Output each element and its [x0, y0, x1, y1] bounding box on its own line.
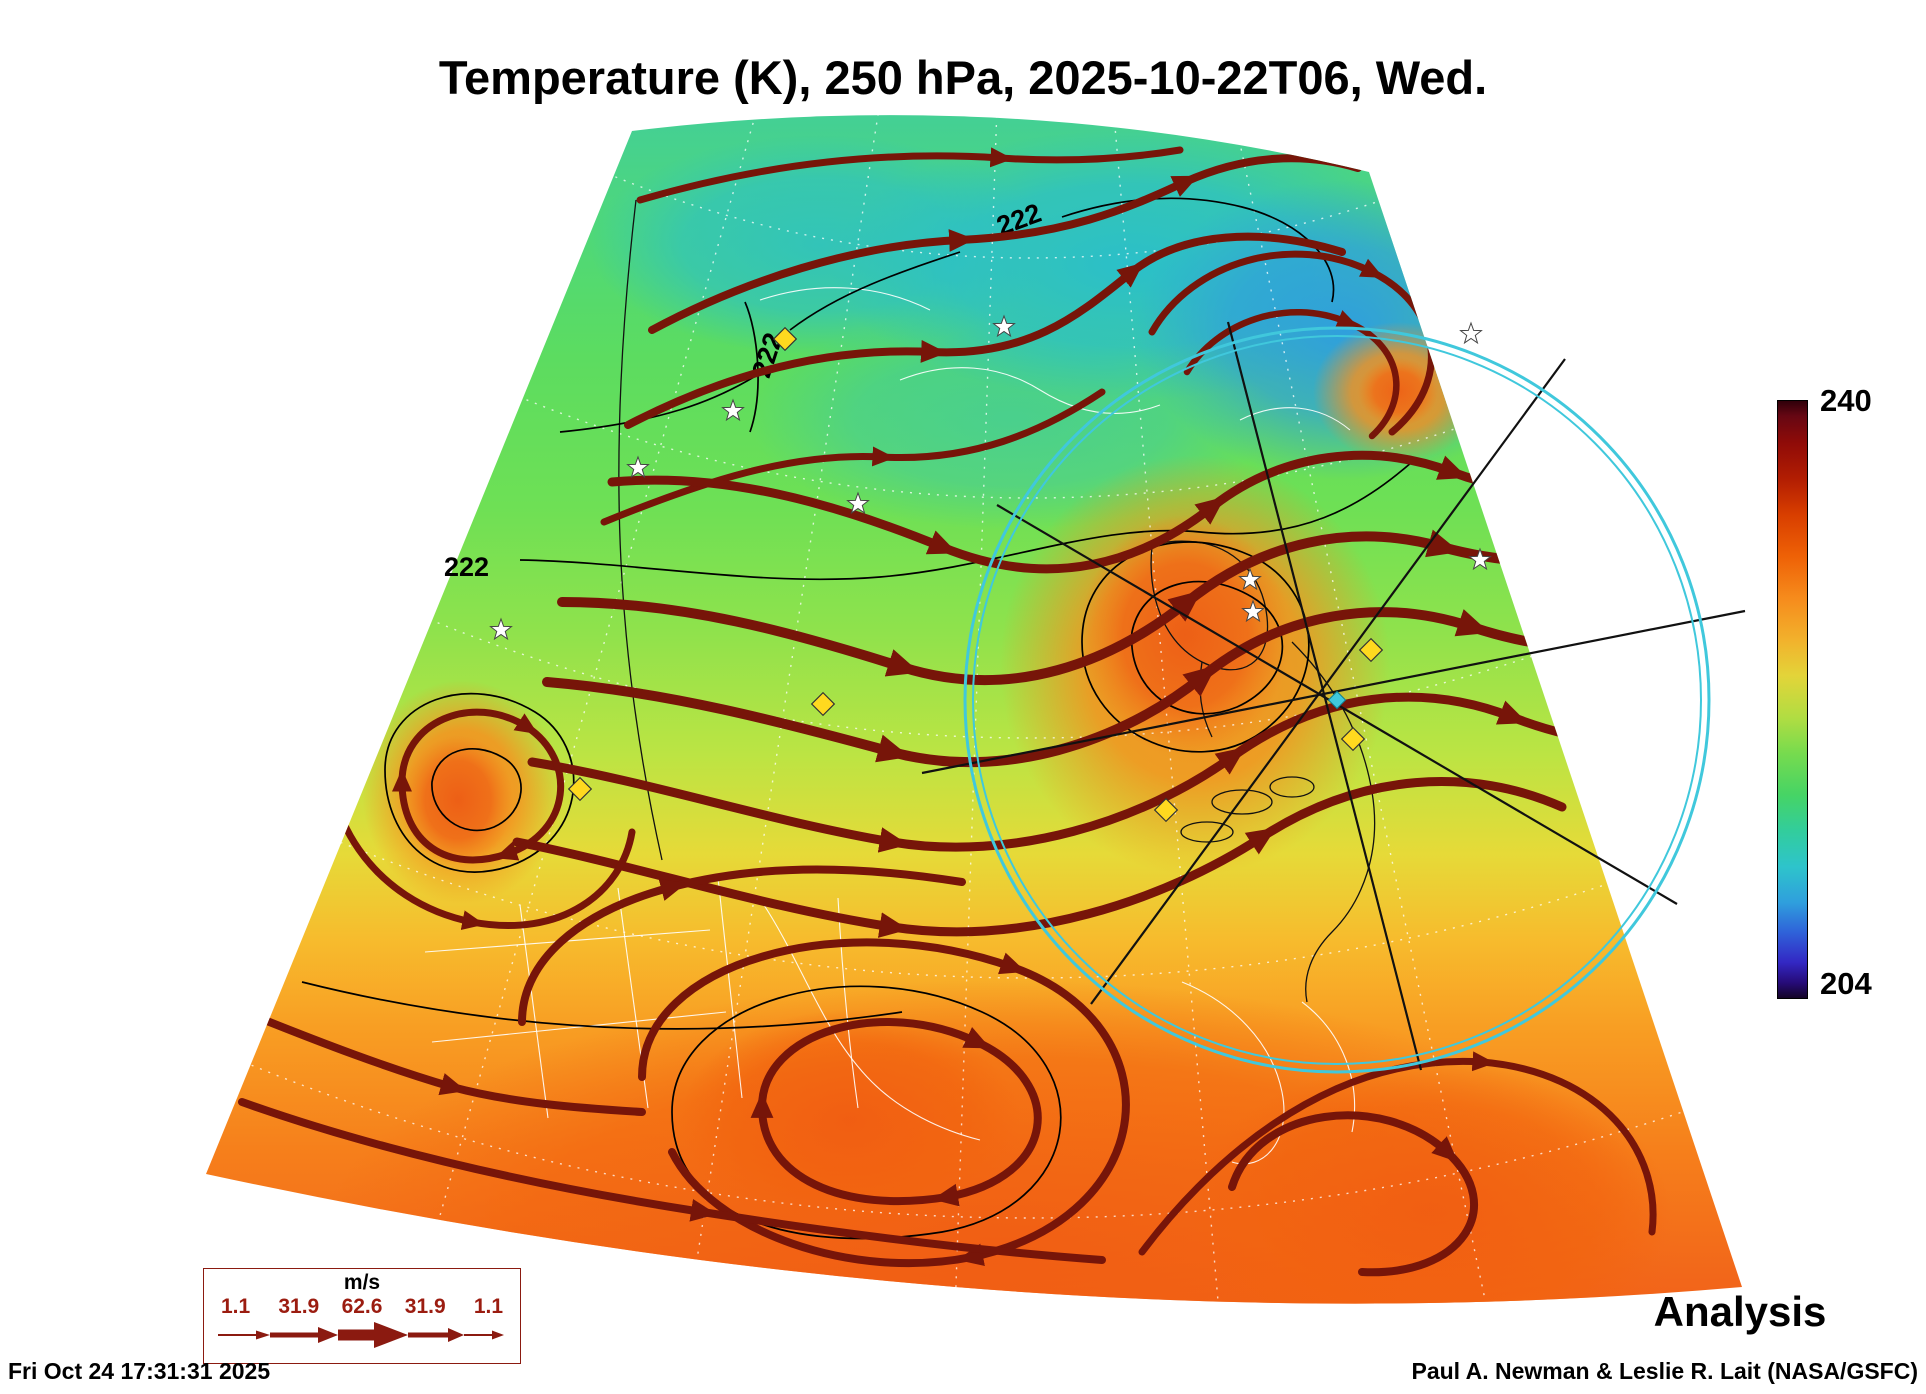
page-title: Temperature (K), 250 hPa, 2025-10-22T06,…: [438, 51, 1488, 104]
range-center-marker-icon: [1327, 690, 1347, 710]
diamond-marker-icon: [567, 776, 593, 802]
wind-speed-value: 1.1: [473, 1295, 504, 1319]
star-marker-icon: [992, 314, 1016, 338]
credit: Paul A. Newman & Leslie R. Lait (NASA/GS…: [1411, 1358, 1918, 1384]
star-marker-icon: [1459, 321, 1483, 345]
diamond-marker-icon: [810, 691, 836, 717]
flow-arrow-icon: [318, 1327, 338, 1344]
flow-arrow-icon: [374, 1322, 408, 1349]
colorbar: [1777, 400, 1808, 999]
contour-label: 222: [444, 552, 489, 582]
flow-arrow-icon: [256, 1330, 270, 1340]
analysis-label: Analysis: [1653, 1288, 1827, 1335]
range-circle-outer: [963, 326, 1711, 1074]
flow-arrow-icon: [448, 1328, 464, 1343]
wind-legend-values: 1.1 31.9 62.6 31.9 1.1: [204, 1295, 520, 1319]
wind-speed-value: 31.9: [278, 1295, 320, 1319]
star-marker-icon: [1241, 599, 1265, 623]
star-marker-icon: [626, 455, 650, 479]
timestamp: Fri Oct 24 17:31:31 2025: [8, 1358, 271, 1384]
star-marker-icon: [721, 398, 745, 422]
star-marker-icon: [1238, 567, 1262, 591]
range-ring-overlay: [921, 321, 1746, 1074]
wind-arrow-scale: [218, 1322, 504, 1349]
star-marker-icon: [489, 617, 513, 641]
range-circle-inner: [972, 335, 1702, 1065]
diamond-marker-icon: [1358, 637, 1384, 663]
wind-speed-legend: m/s 1.1 31.9 62.6 31.9 1.1: [203, 1268, 521, 1364]
diamond-marker-icon: [1340, 726, 1366, 752]
wind-speed-value: 31.9: [404, 1295, 446, 1319]
colorbar-max-label: 240: [1820, 383, 1872, 418]
star-marker-icon: [846, 491, 870, 515]
wind-speed-value: 62.6: [341, 1295, 383, 1319]
star-markers: [489, 314, 1492, 641]
diamond-marker-icon: [772, 326, 798, 352]
star-marker-icon: [1468, 547, 1492, 571]
colorbar-min-label: 204: [1820, 966, 1872, 1001]
flow-arrow-icon: [492, 1330, 504, 1340]
azimuth-line: [1090, 358, 1566, 1005]
diamond-marker-icon: [1153, 797, 1179, 823]
azimuth-line: [921, 609, 1746, 775]
station-markers: [489, 314, 1492, 823]
wind-legend-units: m/s: [343, 1271, 381, 1294]
wind-speed-value: 1.1: [221, 1295, 251, 1319]
diamond-markers: [567, 326, 1384, 823]
